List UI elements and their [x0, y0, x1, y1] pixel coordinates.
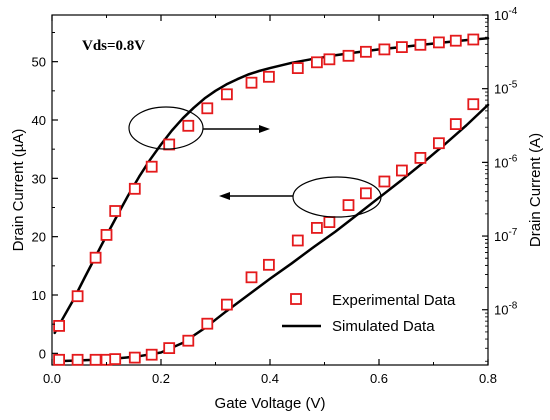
experimental-point-linear — [100, 228, 113, 241]
left-arrowhead — [219, 192, 230, 200]
experimental-point-log — [71, 353, 84, 366]
experimental-point-log — [109, 353, 122, 366]
y-left-tick-label: 0 — [39, 346, 46, 361]
experimental-point-linear — [220, 88, 233, 101]
experimental-point-log — [291, 234, 304, 247]
experimental-point-log — [432, 137, 445, 150]
right-arrowhead — [259, 125, 270, 133]
simulated-curve-log — [53, 103, 490, 363]
y-right-tick-label: 10-4 — [494, 6, 518, 23]
experimental-point-log — [414, 151, 427, 164]
experimental-point-log — [378, 175, 391, 188]
experimental-point-linear — [378, 43, 391, 56]
y-right-tick-label: 10-5 — [494, 80, 518, 97]
x-axis-label: Gate Voltage (V) — [215, 395, 326, 412]
legend-marker-experimental — [290, 293, 302, 305]
left-markers-group — [53, 33, 480, 332]
experimental-point-linear — [71, 290, 84, 303]
right-axis-pointer-ellipse — [292, 176, 382, 218]
legend-label-simulated: Simulated Data — [332, 318, 435, 335]
experimental-point-linear — [53, 319, 65, 332]
experimental-point-log — [89, 353, 102, 366]
experimental-point-linear — [323, 53, 336, 66]
experimental-point-linear — [201, 102, 214, 115]
experimental-point-log — [262, 258, 275, 271]
experimental-point-log — [395, 164, 408, 177]
y-left-axis-label: Drain Current (µA) — [10, 129, 27, 252]
x-tick-label: 0.0 — [43, 371, 61, 386]
experimental-point-log — [145, 348, 158, 361]
y-right-ticks-group: 10-4 10-5 10-6 10-7 10-8 — [482, 6, 518, 362]
y-left-ticks-group: 0 10 20 30 40 50 — [32, 32, 58, 361]
experimental-point-log — [220, 298, 233, 311]
experimental-point-linear — [449, 34, 462, 47]
left-axis-pointer-ellipse — [128, 106, 204, 150]
y-left-tick-label: 30 — [32, 171, 46, 186]
legend-label-experimental: Experimental Data — [332, 292, 456, 309]
y-right-axis-label: Drain Current (A) — [527, 133, 544, 247]
vds-annotation: Vds=0.8V — [82, 38, 145, 54]
experimental-point-linear — [342, 49, 355, 62]
experimental-point-linear — [245, 76, 258, 89]
x-tick-label: 0.2 — [152, 371, 170, 386]
x-tick-label: 0.8 — [479, 371, 497, 386]
y-right-tick-label: 10-8 — [494, 301, 518, 318]
right-curve-group — [53, 103, 490, 363]
y-right-tick-label: 10-7 — [494, 227, 518, 244]
experimental-point-linear — [145, 160, 158, 173]
experimental-point-log — [245, 271, 258, 284]
experimental-point-log — [359, 187, 372, 200]
legend: Experimental Data Simulated Data — [282, 292, 456, 335]
experimental-point-linear — [310, 56, 323, 69]
experimental-point-linear — [109, 205, 122, 217]
experimental-point-linear — [182, 119, 195, 132]
experimental-point-log — [163, 342, 176, 355]
x-tick-label: 0.6 — [370, 371, 388, 386]
experimental-point-linear — [128, 182, 141, 195]
experimental-point-linear — [467, 33, 480, 46]
y-left-tick-label: 40 — [32, 113, 46, 128]
experimental-point-log — [201, 317, 214, 330]
experimental-point-log — [449, 118, 462, 130]
experimental-point-linear — [414, 38, 427, 51]
experimental-point-log — [182, 334, 195, 347]
x-ticks-group: 0.0 0.2 0.4 0.6 0.8 — [43, 15, 497, 386]
experimental-point-linear — [291, 62, 304, 74]
experimental-point-log — [53, 353, 65, 366]
experimental-point-linear — [395, 41, 408, 53]
experimental-point-linear — [262, 70, 275, 83]
experimental-point-log — [342, 199, 355, 212]
experimental-point-linear — [359, 45, 372, 58]
experimental-point-log — [128, 351, 141, 364]
experimental-point-linear — [432, 36, 445, 49]
x-tick-label: 0.4 — [261, 371, 279, 386]
y-left-tick-label: 20 — [32, 230, 46, 245]
experimental-point-linear — [163, 138, 176, 151]
y-left-tick-label: 10 — [32, 288, 46, 303]
experimental-point-log — [310, 221, 323, 234]
y-left-tick-label: 50 — [32, 55, 46, 70]
experimental-point-linear — [89, 251, 102, 264]
experimental-point-log — [323, 216, 336, 229]
y-right-tick-label: 10-6 — [494, 153, 518, 170]
experimental-point-log — [467, 98, 480, 111]
right-markers-group — [53, 98, 480, 366]
